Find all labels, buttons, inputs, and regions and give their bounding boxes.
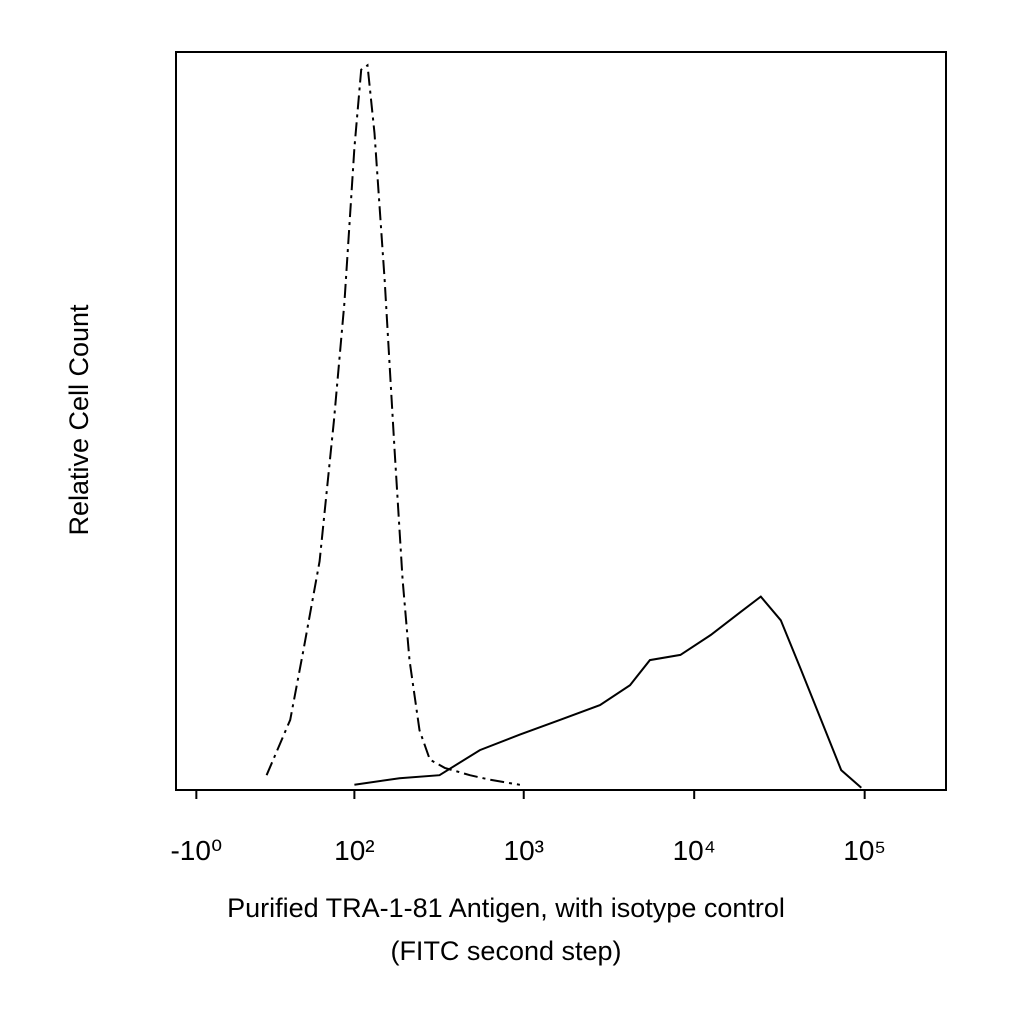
- histogram-line: [265, 63, 521, 786]
- x-tick-label: 10⁴: [673, 835, 716, 866]
- x-tick-label: -10⁰: [170, 835, 222, 866]
- plot-frame: [175, 51, 947, 791]
- y-axis-label: Relative Cell Count: [64, 304, 94, 536]
- x-axis-label: Purified TRA-1-81 Antigen, with isotype …: [227, 893, 785, 923]
- x-tick-label: 10³: [504, 835, 544, 866]
- x-axis-label: (FITC second step): [390, 936, 621, 966]
- x-tick-label: 10⁵: [843, 835, 886, 866]
- x-tick-label: 10²: [334, 835, 374, 866]
- histogram-line: [354, 595, 862, 789]
